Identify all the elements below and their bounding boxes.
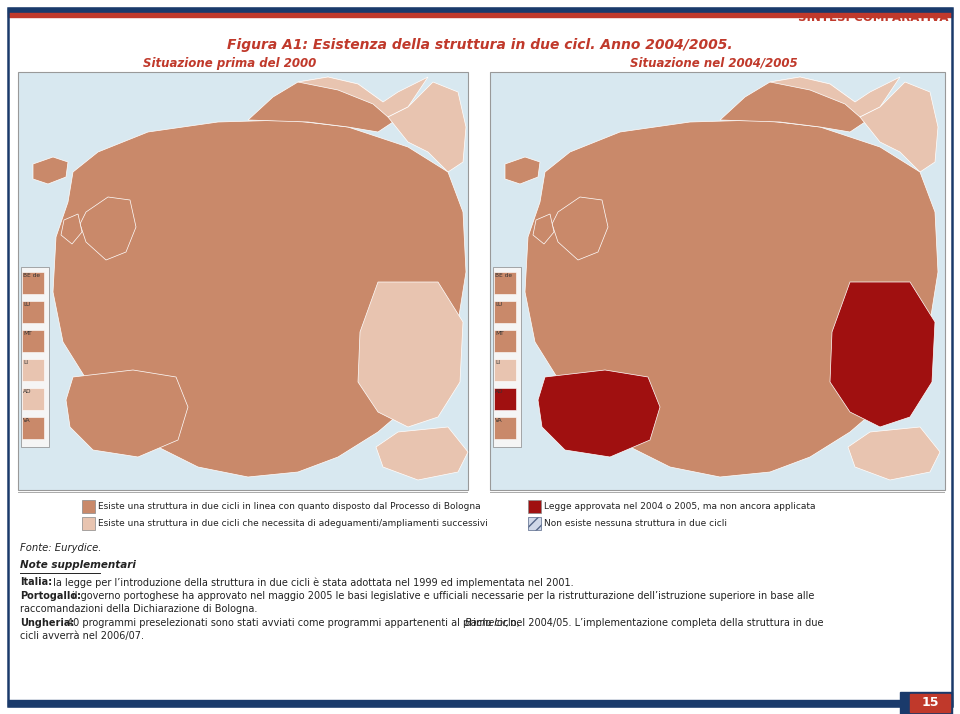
Bar xyxy=(494,388,516,410)
Text: Fonte: Eurydice.: Fonte: Eurydice. xyxy=(20,543,102,553)
Polygon shape xyxy=(248,77,393,132)
Text: la legge per l’introduzione della struttura in due cicli è stata adottata nel 19: la legge per l’introduzione della strutt… xyxy=(50,577,574,588)
Text: BE de: BE de xyxy=(495,273,512,278)
Text: Situazione prima del 2000: Situazione prima del 2000 xyxy=(143,57,317,70)
Polygon shape xyxy=(358,282,463,427)
Polygon shape xyxy=(80,197,136,260)
Text: VA: VA xyxy=(495,418,503,423)
Bar xyxy=(8,700,952,706)
Text: Esiste una struttura in due cicli in linea con quanto disposto dal Processo di B: Esiste una struttura in due cicli in lin… xyxy=(98,502,481,511)
Polygon shape xyxy=(61,214,82,244)
Text: LU: LU xyxy=(23,302,31,307)
Text: Ungheria:: Ungheria: xyxy=(20,618,74,628)
Text: Figura A1: Esistenza della struttura in due cicl. Anno 2004/2005.: Figura A1: Esistenza della struttura in … xyxy=(228,38,732,52)
Bar xyxy=(910,694,950,712)
Bar xyxy=(82,500,95,513)
Polygon shape xyxy=(533,214,554,244)
Text: BE de: BE de xyxy=(23,273,40,278)
Text: MT: MT xyxy=(495,331,504,336)
Text: Portogallo:: Portogallo: xyxy=(20,591,81,601)
Polygon shape xyxy=(376,427,468,480)
Bar xyxy=(493,267,521,447)
Polygon shape xyxy=(720,77,865,132)
Bar xyxy=(494,359,516,381)
Text: LU: LU xyxy=(495,302,502,307)
Bar xyxy=(528,517,541,530)
Bar xyxy=(22,272,44,294)
Text: 40 programmi preselezionati sono stati avviati come programmi appartenenti al pr: 40 programmi preselezionati sono stati a… xyxy=(67,618,523,628)
Polygon shape xyxy=(552,197,608,260)
Text: Situazione nel 2004/2005: Situazione nel 2004/2005 xyxy=(630,57,798,70)
Bar xyxy=(494,330,516,352)
Text: il governo portoghese ha approvato nel maggio 2005 le basi legislative e ufficia: il governo portoghese ha approvato nel m… xyxy=(72,591,814,601)
Bar xyxy=(528,500,541,513)
Text: 15: 15 xyxy=(922,696,939,710)
Text: nel 2004/05. L’implementazione completa della struttura in due: nel 2004/05. L’implementazione completa … xyxy=(507,618,824,628)
Text: cicli avverrà nel 2006/07.: cicli avverrà nel 2006/07. xyxy=(20,631,144,641)
Polygon shape xyxy=(298,77,428,117)
Text: MT: MT xyxy=(23,331,32,336)
Polygon shape xyxy=(860,82,938,172)
Text: Non esiste nessuna struttura in due cicli: Non esiste nessuna struttura in due cicl… xyxy=(544,519,727,528)
Bar xyxy=(21,267,49,447)
Bar xyxy=(8,13,952,17)
Polygon shape xyxy=(770,77,900,117)
Bar xyxy=(494,301,516,323)
Polygon shape xyxy=(848,427,940,480)
Bar xyxy=(494,272,516,294)
Polygon shape xyxy=(33,157,68,184)
Text: Italia:: Italia: xyxy=(20,577,52,587)
Polygon shape xyxy=(388,82,466,172)
Polygon shape xyxy=(505,157,540,184)
Bar xyxy=(22,330,44,352)
Bar xyxy=(900,692,952,714)
Polygon shape xyxy=(53,120,466,477)
Bar xyxy=(490,72,945,490)
Polygon shape xyxy=(538,370,660,457)
Text: AD: AD xyxy=(23,389,32,394)
Text: Note supplementari: Note supplementari xyxy=(20,560,136,570)
Polygon shape xyxy=(66,370,188,457)
Bar xyxy=(82,517,95,530)
Text: LI: LI xyxy=(495,360,500,365)
Bar xyxy=(494,417,516,439)
Text: Esiste una struttura in due cicli che necessita di adeguamenti/ampliamenti succe: Esiste una struttura in due cicli che ne… xyxy=(98,519,488,528)
Bar xyxy=(22,359,44,381)
Bar xyxy=(8,8,952,13)
Text: AD: AD xyxy=(495,389,503,394)
Text: raccomandazioni della Dichiarazione di Bologna.: raccomandazioni della Dichiarazione di B… xyxy=(20,604,257,614)
Bar xyxy=(22,388,44,410)
Polygon shape xyxy=(830,282,935,427)
Bar xyxy=(22,301,44,323)
Text: Legge approvata nel 2004 o 2005, ma non ancora applicata: Legge approvata nel 2004 o 2005, ma non … xyxy=(544,502,815,511)
Bar xyxy=(18,72,468,490)
Polygon shape xyxy=(525,120,938,477)
Text: SINTESI COMPARATIVA: SINTESI COMPARATIVA xyxy=(798,11,948,24)
Text: Bachelor,: Bachelor, xyxy=(465,618,511,628)
Text: VA: VA xyxy=(23,418,31,423)
Bar xyxy=(22,417,44,439)
Text: LI: LI xyxy=(23,360,28,365)
